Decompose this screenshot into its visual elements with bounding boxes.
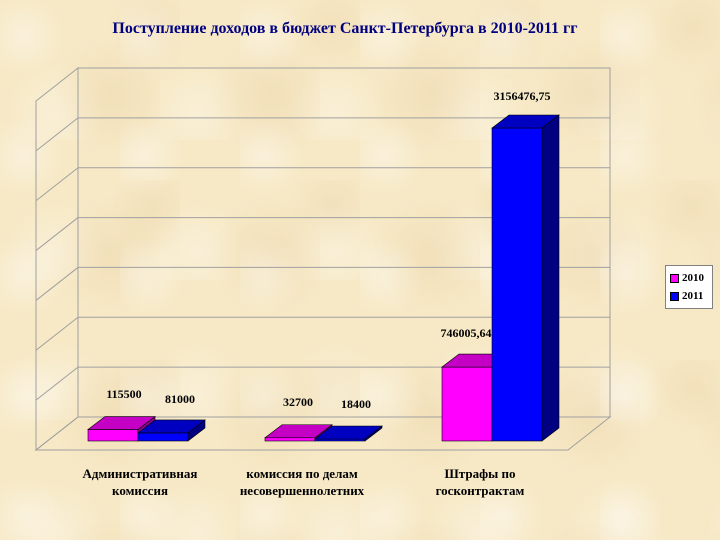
category-label-2-line-0: Штрафы по bbox=[444, 466, 516, 481]
bar-front-2011-2 bbox=[491, 127, 543, 442]
bar-side-2011-2 bbox=[541, 114, 560, 442]
gridline-side bbox=[35, 217, 79, 251]
bar-front-2011-0 bbox=[137, 432, 189, 442]
gridline-side bbox=[35, 267, 79, 301]
gridline-side bbox=[35, 117, 79, 152]
legend-label-2010: 2010 bbox=[682, 272, 704, 284]
bar-front-2010-2 bbox=[441, 366, 493, 442]
bar-front-2010-1 bbox=[264, 437, 316, 442]
legend-item-2011: 2011 bbox=[670, 287, 712, 305]
category-label-2: Штрафы по госконтрактам bbox=[385, 465, 575, 499]
bar-side-2011-1 bbox=[364, 425, 383, 442]
category-label-0-line-0: Административная bbox=[82, 466, 198, 481]
legend-label-2011: 2011 bbox=[682, 290, 704, 302]
legend-item-2010: 2010 bbox=[670, 269, 712, 287]
bars bbox=[87, 114, 560, 442]
category-label-1: комиссия по делам несовершеннолетних bbox=[207, 465, 397, 499]
legend-swatch-2010 bbox=[670, 273, 679, 283]
value-label-2011-0: 81000 bbox=[165, 392, 195, 406]
value-labels: 115500 32700 746005,64 81000 18400 3156476,75 bbox=[106, 89, 550, 411]
category-label-1-line-1: несовершеннолетних bbox=[239, 483, 365, 498]
floor bbox=[34, 416, 612, 451]
gridline-side bbox=[35, 316, 79, 351]
bar-2011-1 bbox=[314, 425, 383, 442]
gridline-side bbox=[35, 167, 79, 202]
side-wall bbox=[35, 66, 79, 452]
legend-swatch-2011 bbox=[670, 291, 679, 301]
value-label-2010-2: 746005,64 bbox=[441, 326, 492, 340]
bar-2011-2 bbox=[491, 114, 560, 442]
value-label-2011-1: 18400 bbox=[341, 397, 371, 411]
value-label-2010-1: 32700 bbox=[283, 395, 313, 409]
chart-title: Поступление доходов в бюджет Санкт-Петер… bbox=[112, 20, 578, 37]
category-label-0: Административная комиссия bbox=[45, 465, 235, 499]
gridline-side bbox=[35, 366, 79, 401]
category-label-2-line-1: госконтрактам bbox=[435, 483, 525, 498]
legend: 2010 2011 bbox=[665, 265, 713, 309]
bar-2011-0 bbox=[137, 419, 206, 442]
bar-front-2010-0 bbox=[87, 429, 139, 442]
value-label-2011-2: 3156476,75 bbox=[494, 89, 551, 103]
chart-walls bbox=[34, 66, 612, 452]
value-label-2010-0: 115500 bbox=[106, 387, 141, 401]
category-label-0-line-1: комиссия bbox=[112, 483, 168, 498]
bar-side-2011-0 bbox=[187, 419, 206, 442]
category-label-1-line-0: комиссия по делам bbox=[246, 466, 358, 481]
